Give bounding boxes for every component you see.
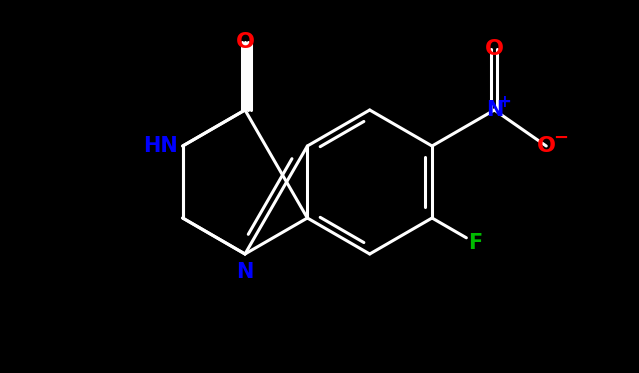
Text: HN: HN: [143, 136, 178, 156]
Text: O: O: [485, 39, 504, 59]
Text: −: −: [553, 129, 568, 147]
Text: N: N: [236, 262, 254, 282]
Text: +: +: [498, 93, 511, 111]
Text: F: F: [468, 233, 483, 253]
Text: N: N: [486, 100, 503, 120]
Text: O: O: [537, 136, 556, 156]
Text: O: O: [236, 32, 254, 51]
